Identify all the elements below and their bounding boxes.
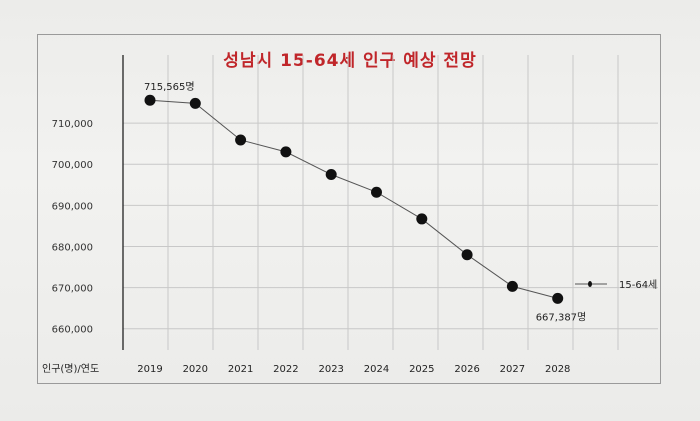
x-tick-label: 2026 bbox=[454, 364, 479, 375]
data-label: 667,387명 bbox=[536, 311, 587, 323]
data-point bbox=[416, 213, 428, 225]
y-tick-label: 660,000 bbox=[52, 325, 93, 336]
x-axis-label: 인구(명)/연도 bbox=[42, 363, 99, 375]
x-tick-label: 2027 bbox=[500, 364, 525, 375]
y-tick-label: 670,000 bbox=[52, 284, 93, 295]
y-tick-label: 700,000 bbox=[52, 160, 93, 171]
x-tick-label: 2024 bbox=[364, 364, 389, 375]
x-tick-label: 2023 bbox=[318, 364, 343, 375]
data-point bbox=[461, 249, 473, 261]
legend-label: 15-64세 bbox=[619, 279, 657, 291]
y-tick-label: 710,000 bbox=[52, 119, 93, 130]
data-point bbox=[144, 94, 156, 106]
y-tick-label: 690,000 bbox=[52, 201, 93, 212]
legend-marker bbox=[588, 281, 592, 287]
data-point bbox=[371, 186, 382, 198]
x-tick-label: 2020 bbox=[183, 364, 208, 375]
data-point bbox=[325, 169, 337, 181]
data-label: 715,565명 bbox=[144, 81, 195, 93]
chart-title: 성남시 15-64세 인구 예상 전망 bbox=[223, 51, 477, 71]
data-point bbox=[189, 97, 201, 109]
data-point bbox=[552, 292, 564, 304]
x-tick-label: 2021 bbox=[228, 364, 253, 375]
data-point bbox=[235, 134, 247, 146]
x-tick-label: 2019 bbox=[137, 364, 162, 375]
data-point bbox=[506, 280, 518, 292]
x-tick-label: 2022 bbox=[273, 364, 298, 375]
chart-frame bbox=[37, 34, 661, 384]
x-tick-label: 2025 bbox=[409, 364, 434, 375]
series-line bbox=[149, 99, 558, 299]
x-tick-label: 2028 bbox=[545, 364, 570, 375]
data-point bbox=[280, 146, 292, 158]
y-tick-label: 680,000 bbox=[52, 242, 93, 253]
